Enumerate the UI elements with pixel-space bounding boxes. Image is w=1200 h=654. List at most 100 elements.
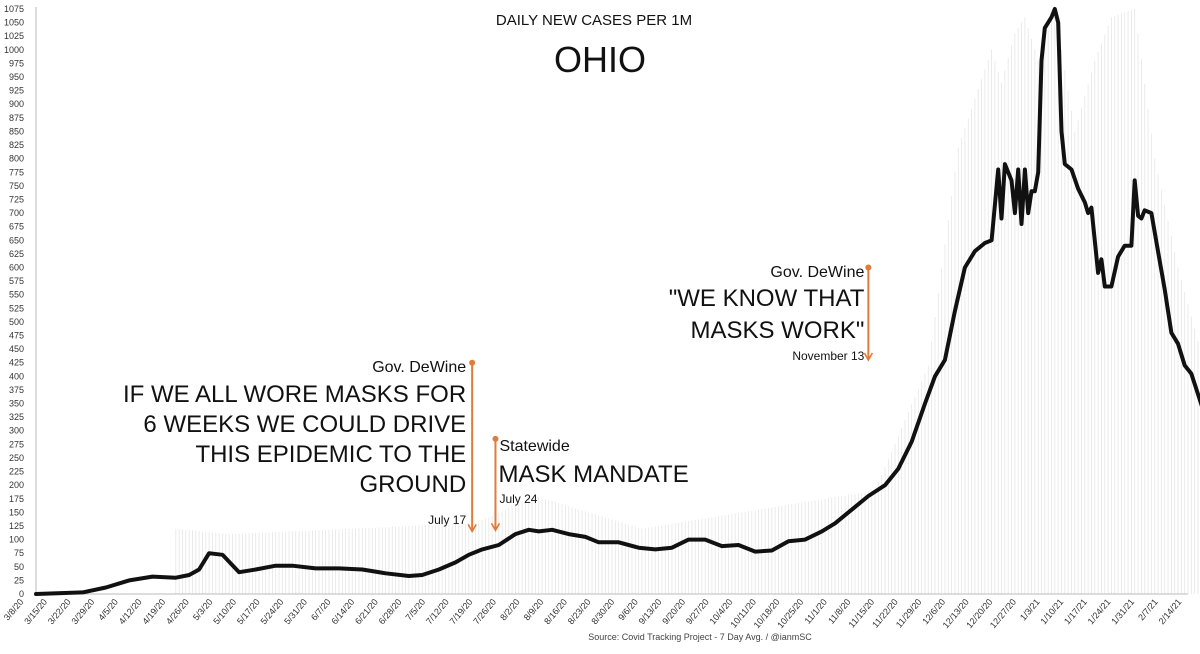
background-bar	[468, 523, 470, 594]
background-bar	[941, 268, 943, 594]
x-tick-label: 5/17/20	[235, 597, 262, 626]
background-bar	[1001, 82, 1002, 594]
x-tick-label: 5/24/20	[259, 597, 286, 626]
background-bar	[245, 533, 247, 594]
background-bar	[711, 517, 713, 594]
background-bar	[218, 533, 220, 594]
x-tick-label: 7/12/20	[424, 597, 451, 626]
background-bar	[1094, 60, 1096, 594]
annotation-nov13-dot	[865, 264, 872, 271]
background-bar	[867, 491, 869, 594]
background-bar	[857, 493, 859, 594]
background-bar	[681, 522, 683, 594]
background-bar	[435, 525, 436, 594]
background-bar	[821, 499, 823, 594]
background-bar	[411, 526, 413, 594]
background-bar	[311, 530, 313, 594]
axes: 0 25 50 75 100 125 150 175 200 225 250 275 300 325 350…	[2, 4, 1188, 630]
background-bar	[701, 518, 703, 594]
background-bar	[408, 526, 410, 594]
background-bar	[381, 527, 383, 594]
background-bar	[415, 525, 416, 594]
background-bar	[1130, 10, 1132, 594]
annotation-header: Gov. DeWine	[770, 264, 864, 281]
background-bar	[1180, 279, 1182, 594]
annotation-date: July 24	[499, 492, 537, 506]
background-bar	[937, 292, 939, 594]
background-bar	[398, 526, 400, 594]
background-bar	[684, 521, 686, 594]
background-bar	[1147, 108, 1149, 594]
y-tick-label: 950	[9, 72, 24, 82]
background-bar	[584, 511, 586, 594]
background-bar	[674, 523, 676, 594]
x-tick-label: 1/24/21	[1086, 597, 1113, 626]
background-bar	[328, 529, 330, 594]
background-bar	[1037, 60, 1039, 594]
series-lines	[34, 7, 1200, 596]
x-tick-label: 11/1/20	[802, 597, 829, 626]
background-bar	[818, 499, 819, 594]
background-bar	[1167, 220, 1169, 594]
background-bar	[654, 526, 656, 594]
background-bar	[608, 518, 610, 594]
background-bar	[734, 513, 736, 594]
background-bar	[781, 505, 783, 594]
background-bar	[877, 482, 879, 594]
background-bar	[814, 500, 816, 594]
background-bar	[1160, 189, 1162, 595]
x-tick-label: 7/26/20	[471, 597, 498, 626]
background-bar	[668, 524, 670, 594]
background-bar	[212, 532, 213, 594]
background-bar	[248, 533, 250, 594]
y-tick-label: 450	[9, 344, 24, 354]
background-bar	[1194, 328, 1196, 594]
background-bar	[658, 525, 660, 594]
background-bar	[977, 88, 979, 594]
background-bar	[601, 516, 603, 594]
annotation-date: November 13	[792, 349, 864, 363]
annotation-header: Gov. DeWine	[372, 359, 466, 376]
background-bar	[1084, 96, 1086, 595]
background-bar	[541, 498, 543, 594]
background-bar	[554, 502, 556, 594]
background-bar	[1047, 29, 1049, 594]
background-bar	[361, 528, 363, 594]
background-bar	[518, 503, 520, 594]
background-bar	[448, 524, 450, 594]
background-bar	[921, 381, 923, 594]
background-bar	[871, 491, 873, 594]
background-bar	[648, 527, 650, 594]
background-bar	[997, 71, 999, 594]
background-bar	[551, 501, 553, 594]
background-bar	[598, 515, 600, 594]
x-tick-label: 5/31/20	[282, 597, 309, 626]
y-tick-label: 275	[9, 439, 24, 449]
background-bar	[438, 524, 440, 594]
background-bar	[368, 527, 370, 594]
background-bar	[1170, 236, 1172, 594]
background-bar	[301, 530, 303, 594]
annotation-text: GROUND	[359, 471, 466, 498]
background-bar	[944, 244, 946, 594]
y-tick-label: 1025	[4, 31, 24, 41]
background-bar	[192, 530, 193, 594]
x-tick-label: 1/31/21	[1109, 597, 1136, 626]
background-bar	[954, 171, 956, 594]
background-bar	[255, 532, 257, 594]
background-bar	[961, 137, 962, 594]
y-tick-label: 1075	[4, 4, 24, 14]
background-bar	[661, 525, 663, 594]
background-bar	[378, 527, 380, 594]
background-bar	[175, 528, 177, 594]
background-bar	[281, 531, 283, 594]
background-bar	[455, 524, 456, 594]
annotation-july24-dot	[492, 435, 499, 442]
background-bar	[371, 527, 373, 594]
background-bar	[1054, 9, 1056, 594]
background-bar	[1011, 45, 1012, 595]
x-tick-label: 4/12/20	[117, 597, 144, 626]
background-bar	[418, 525, 420, 594]
background-bar	[588, 512, 590, 594]
